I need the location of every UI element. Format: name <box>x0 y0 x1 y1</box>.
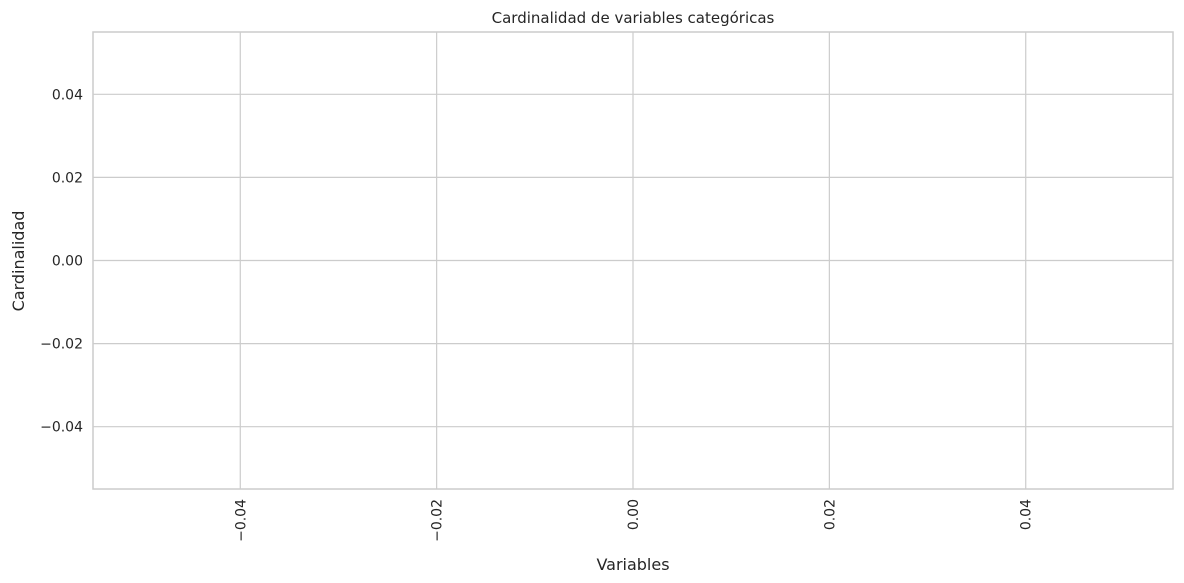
y-tick-label: 0.04 <box>52 87 83 103</box>
chart-title: Cardinalidad de variables categóricas <box>492 9 775 27</box>
y-tick-label: −0.02 <box>40 337 83 353</box>
y-tick-label: 0.02 <box>52 170 83 186</box>
x-tick-label: 0.04 <box>1019 499 1035 530</box>
x-tick-label: −0.04 <box>233 499 249 542</box>
y-axis-label: Cardinalidad <box>9 211 28 312</box>
y-gridlines <box>93 93 1173 428</box>
plot-area-frame <box>92 31 1174 490</box>
y-tick-label: −0.04 <box>40 420 83 436</box>
x-axis-label: Variables <box>596 555 669 574</box>
y-tick-label: 0.00 <box>52 254 83 270</box>
y-tick-labels: 0.04 0.02 0.00 −0.02 −0.04 <box>40 87 83 435</box>
x-tick-label: −0.02 <box>430 499 446 542</box>
x-tick-label: 0.00 <box>626 499 642 530</box>
x-tick-label: 0.02 <box>822 499 838 530</box>
x-tick-labels: −0.04 −0.02 0.00 0.02 0.04 <box>233 499 1034 542</box>
